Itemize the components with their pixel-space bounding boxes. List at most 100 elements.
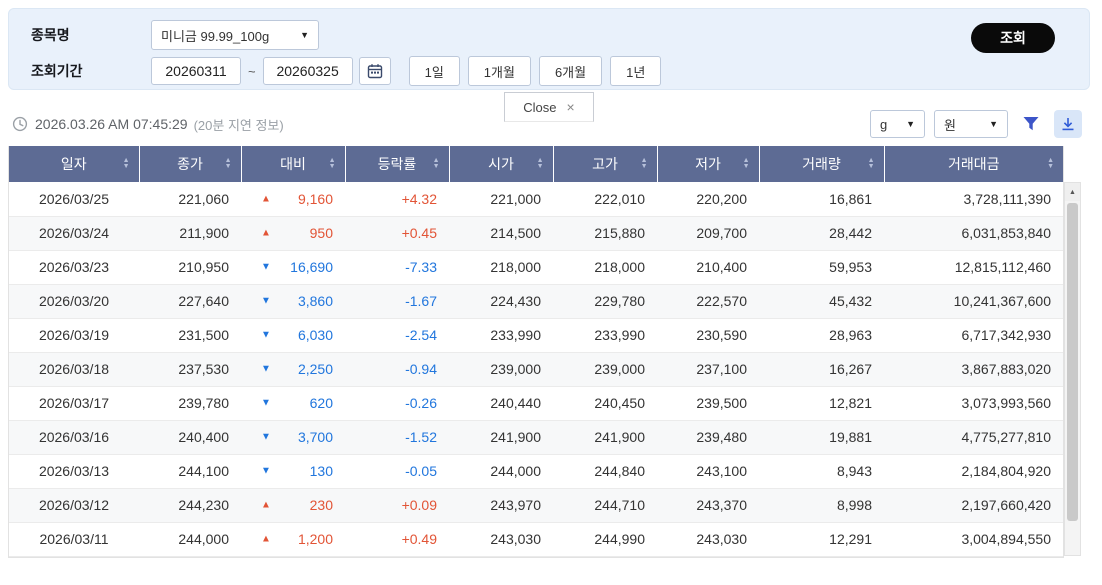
table-row[interactable]: 2026/03/25 221,060 ▲ 9,160 +4.32 221,000 222,0… [9,182,1063,217]
cell-open: 243,030 [449,522,553,557]
currency-select[interactable]: 원 ▼ [934,110,1008,138]
cell-low: 222,570 [657,284,759,319]
item-select-value: 미니금 99.99_100g [161,28,270,44]
up-triangle-icon: ▲ [261,227,271,239]
sort-icon[interactable]: ▲ ▼ [224,157,232,170]
table-row[interactable]: 2026/03/19 231,500 ▼ 6,030 -2.54 233,990 233,9… [9,318,1063,353]
column-label: 고가 [592,156,618,172]
cell-low: 210,400 [657,250,759,285]
cell-close: 227,640 [139,284,241,319]
cell-high: 241,900 [553,420,657,455]
table-row[interactable]: 2026/03/13 244,100 ▼ 130 -0.05 244,000 244,840… [9,454,1063,489]
cell-rate: +0.45 [345,216,449,251]
item-select[interactable]: 미니금 99.99_100g ▼ [151,20,319,50]
sort-icon[interactable]: ▲ ▼ [536,157,544,170]
column-header-volume[interactable]: 거래량 ▲ ▼ [759,146,885,182]
cell-amount: 2,197,660,420 [884,488,1063,523]
cell-open: 241,900 [449,420,553,455]
sort-icon[interactable]: ▲ ▼ [432,157,440,170]
table-row[interactable]: 2026/03/11 244,000 ▲ 1,200 +0.49 243,030 244,9… [9,522,1063,557]
cell-high: 222,010 [553,182,657,217]
cell-close: 210,950 [139,250,241,285]
close-icon[interactable]: × [566,99,575,115]
cell-rate: -0.26 [345,386,449,421]
sort-icon[interactable]: ▲ ▼ [742,157,750,170]
scrollbar-thumb[interactable] [1067,203,1078,521]
cell-rate: -2.54 [345,318,449,353]
close-tab-label: Close [523,99,557,115]
cell-high: 244,840 [553,454,657,489]
unit-select[interactable]: g ▼ [870,110,925,138]
table-row[interactable]: 2026/03/24 211,900 ▲ 950 +0.45 214,500 215,880… [9,216,1063,251]
table-row[interactable]: 2026/03/23 210,950 ▼ 16,690 -7.33 218,000 218,… [9,250,1063,285]
cell-date: 2026/03/23 [9,250,139,285]
cell-rate: -0.94 [345,352,449,387]
cell-amount: 3,867,883,020 [884,352,1063,387]
sort-icon[interactable]: ▲ ▼ [640,157,648,170]
cell-change: ▼ 3,700 [241,420,345,455]
column-header-rate[interactable]: 등락률 ▲ ▼ [345,146,450,182]
table-row[interactable]: 2026/03/12 244,230 ▲ 230 +0.09 243,970 244,710… [9,488,1063,523]
cell-low: 239,500 [657,386,759,421]
down-triangle-icon: ▼ [261,431,271,443]
table-row[interactable]: 2026/03/18 237,530 ▼ 2,250 -0.94 239,000 239,0… [9,352,1063,387]
sort-icon[interactable]: ▲ ▼ [122,157,130,170]
unit-select-value: g [880,116,888,132]
column-header-low[interactable]: 저가 ▲ ▼ [657,146,760,182]
cell-amount: 10,241,367,600 [884,284,1063,319]
cell-open: 239,000 [449,352,553,387]
table-row[interactable]: 2026/03/20 227,640 ▼ 3,860 -1.67 224,430 229,7… [9,284,1063,319]
down-triangle-icon: ▼ [261,295,271,307]
cell-volume: 45,432 [759,284,884,319]
price-history-table: 일자 ▲ ▼ 종가 ▲ ▼ 대비 ▲ ▼ 등락률 ▲ ▼ 시가 ▲ ▼ 고가 ▲ ▼ 저가 ▲ ▼ 거래량 ▲ ▼ 거래대금 ▲ ▼… [8,146,1064,558]
cell-open: 224,430 [449,284,553,319]
table-row[interactable]: 2026/03/17 239,780 ▼ 620 -0.26 240,440 240,450… [9,386,1063,421]
cell-close: 244,100 [139,454,241,489]
down-triangle-icon: ▼ [261,465,271,477]
column-header-close[interactable]: 종가 ▲ ▼ [139,146,242,182]
currency-select-value: 원 [944,117,956,133]
close-tab[interactable]: Close × [504,92,594,122]
table-header-row: 일자 ▲ ▼ 종가 ▲ ▼ 대비 ▲ ▼ 등락률 ▲ ▼ 시가 ▲ ▼ 고가 ▲ ▼ 저가 ▲ ▼ 거래량 ▲ ▼ 거래대금 ▲ ▼ [9,146,1063,182]
cell-volume: 16,861 [759,182,884,217]
date-from-input[interactable] [151,57,241,85]
change-value: 950 [309,225,333,241]
change-value: 3,860 [297,293,333,309]
column-header-high[interactable]: 고가 ▲ ▼ [553,146,658,182]
table-row[interactable]: 2026/03/16 240,400 ▼ 3,700 -1.52 241,900 241,9… [9,420,1063,455]
cell-close: 240,400 [139,420,241,455]
filter-button[interactable] [1017,110,1045,138]
column-header-amount[interactable]: 거래대금 ▲ ▼ [884,146,1063,182]
item-name-row: 종목명 미니금 99.99_100g ▼ [31,20,319,50]
column-label: 등락률 [377,156,417,172]
cell-date: 2026/03/11 [9,522,139,557]
calendar-button[interactable] [358,57,391,85]
period-button-6개월[interactable]: 6개월 [538,56,603,86]
column-label: 거래대금 [947,156,1000,172]
cell-date: 2026/03/13 [9,454,139,489]
table-scrollbar[interactable]: ▲ [1064,182,1081,556]
period-button-1개월[interactable]: 1개월 [467,56,531,86]
download-button[interactable] [1054,110,1082,138]
search-button[interactable]: 조회 [971,23,1055,53]
cell-change: ▼ 16,690 [241,250,345,285]
sort-icon[interactable]: ▲ ▼ [1047,157,1054,170]
sort-icon[interactable]: ▲ ▼ [867,157,875,170]
cell-rate: -1.52 [345,420,449,455]
column-header-open[interactable]: 시가 ▲ ▼ [449,146,554,182]
sort-icon[interactable]: ▲ ▼ [328,157,336,170]
column-header-date[interactable]: 일자 ▲ ▼ [9,146,140,182]
cell-date: 2026/03/18 [9,352,139,387]
column-label: 시가 [488,156,514,172]
up-triangle-icon: ▲ [261,533,271,545]
date-to-input[interactable] [262,57,353,85]
period-button-1년[interactable]: 1년 [610,56,662,86]
column-header-change[interactable]: 대비 ▲ ▼ [241,146,346,182]
cell-date: 2026/03/12 [9,488,139,523]
change-value: 2,250 [297,361,333,377]
info-bar-controls: g ▼ 원 ▼ [870,110,1082,138]
period-button-1일[interactable]: 1일 [408,56,460,86]
scroll-up-button[interactable]: ▲ [1065,183,1080,201]
period-label: 조회기간 [31,63,83,79]
